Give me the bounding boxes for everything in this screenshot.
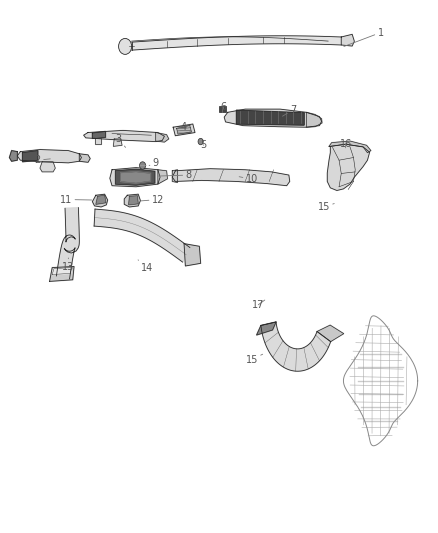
Text: 13: 13 xyxy=(62,258,74,271)
Text: 3: 3 xyxy=(116,134,126,148)
Text: 7: 7 xyxy=(283,104,297,116)
Polygon shape xyxy=(110,167,160,187)
Polygon shape xyxy=(40,162,55,172)
Text: 5: 5 xyxy=(201,140,207,150)
Polygon shape xyxy=(343,316,418,446)
Circle shape xyxy=(198,139,203,145)
Polygon shape xyxy=(257,322,276,335)
Text: 14: 14 xyxy=(138,260,153,273)
Polygon shape xyxy=(172,168,290,185)
Polygon shape xyxy=(237,110,304,125)
Polygon shape xyxy=(10,151,17,161)
Polygon shape xyxy=(317,325,344,342)
Text: 15: 15 xyxy=(318,202,334,212)
Polygon shape xyxy=(116,169,155,185)
Polygon shape xyxy=(92,132,106,139)
Polygon shape xyxy=(84,131,164,142)
Circle shape xyxy=(119,38,132,54)
Text: 10: 10 xyxy=(239,174,258,184)
Text: 15: 15 xyxy=(246,354,263,365)
Polygon shape xyxy=(177,126,191,134)
Text: 2: 2 xyxy=(35,155,50,165)
Polygon shape xyxy=(113,139,122,147)
Polygon shape xyxy=(49,266,74,281)
Polygon shape xyxy=(52,268,71,274)
Polygon shape xyxy=(95,138,101,144)
Polygon shape xyxy=(132,36,341,50)
Polygon shape xyxy=(96,195,106,204)
Polygon shape xyxy=(124,194,141,207)
Text: 12: 12 xyxy=(141,195,164,205)
Circle shape xyxy=(140,162,146,169)
Text: 11: 11 xyxy=(60,195,92,205)
Polygon shape xyxy=(94,209,190,262)
Polygon shape xyxy=(341,34,354,46)
Bar xyxy=(219,106,226,112)
Polygon shape xyxy=(172,169,177,182)
Polygon shape xyxy=(57,208,79,279)
Polygon shape xyxy=(184,244,201,266)
Text: 16: 16 xyxy=(339,139,352,149)
Polygon shape xyxy=(158,169,167,184)
Polygon shape xyxy=(79,154,90,163)
Polygon shape xyxy=(329,141,371,153)
Polygon shape xyxy=(155,133,169,142)
Polygon shape xyxy=(22,151,38,162)
Polygon shape xyxy=(261,322,331,371)
Text: 8: 8 xyxy=(159,170,191,180)
Polygon shape xyxy=(224,109,321,127)
Text: 17: 17 xyxy=(252,300,265,310)
Polygon shape xyxy=(173,124,195,136)
Text: 1: 1 xyxy=(344,28,384,46)
Polygon shape xyxy=(306,112,322,127)
Text: 6: 6 xyxy=(220,102,226,112)
Polygon shape xyxy=(17,150,81,163)
Polygon shape xyxy=(129,196,138,205)
Text: 9: 9 xyxy=(149,158,159,168)
Polygon shape xyxy=(327,144,370,190)
Polygon shape xyxy=(121,172,150,183)
Polygon shape xyxy=(92,194,108,207)
Text: 4: 4 xyxy=(181,122,191,132)
